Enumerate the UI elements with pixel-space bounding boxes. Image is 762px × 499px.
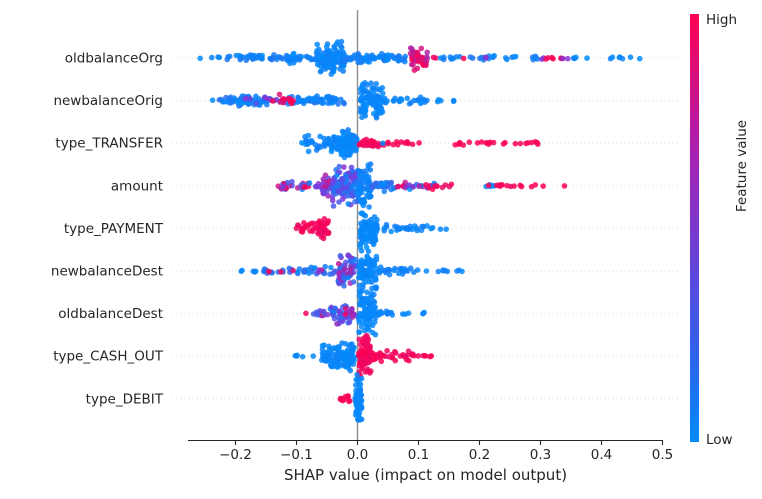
x-tick-label: 0.5 (652, 447, 673, 463)
x-tick-label: 0.0 (347, 447, 368, 463)
x-tick-label: 0.1 (408, 447, 429, 463)
colorbar-high-label: High (706, 12, 738, 28)
x-tick-label: 0.2 (469, 447, 490, 463)
feature-label: newbalanceDest (51, 264, 163, 280)
feature-label: type_TRANSFER (55, 136, 163, 152)
feature-label: oldbalanceOrg (65, 51, 163, 67)
x-tick-label: 0.3 (530, 447, 551, 463)
x-axis-label: SHAP value (impact on model output) (283, 466, 568, 484)
colorbar-title: Feature value (734, 119, 750, 213)
x-tick-label: −0.2 (219, 447, 252, 463)
feature-label: amount (111, 178, 163, 194)
colorbar-low-label: Low (706, 432, 733, 448)
feature-label: type_CASH_OUT (53, 349, 164, 365)
x-tick-label: 0.4 (591, 447, 612, 463)
shap-points (197, 38, 643, 423)
feature-label: type_PAYMENT (64, 221, 164, 237)
feature-label: type_DEBIT (86, 391, 164, 407)
feature-label: oldbalanceDest (58, 306, 163, 322)
feature-value-colorbar (690, 14, 699, 442)
x-tick-label: −0.1 (280, 447, 313, 463)
feature-label: newbalanceOrig (53, 93, 163, 109)
